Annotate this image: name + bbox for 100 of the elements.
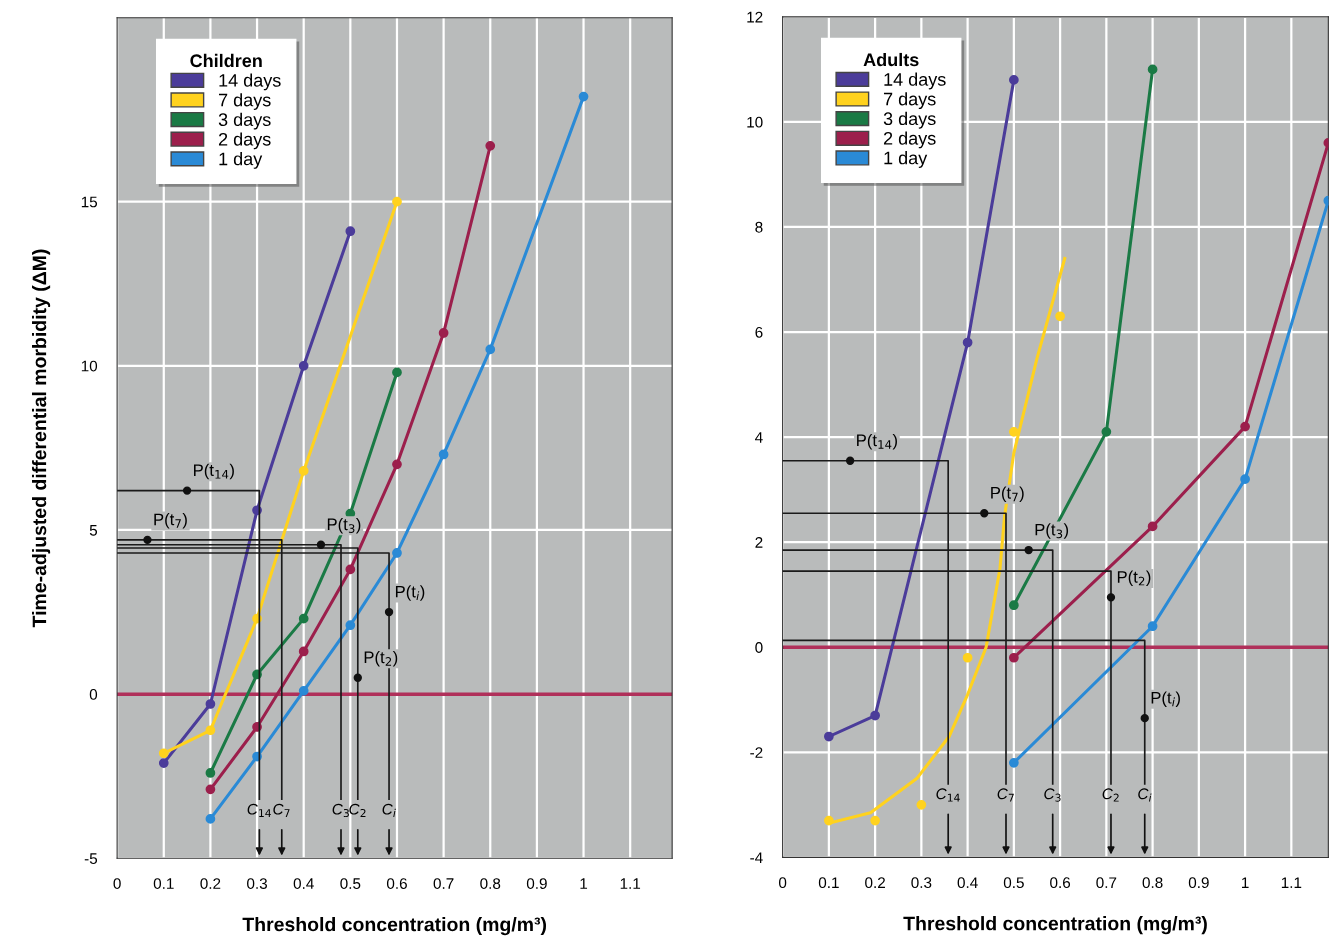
point: [962, 652, 973, 663]
x-tick-label: 0.2: [865, 877, 885, 889]
annotation: C$_{7}$: [273, 803, 290, 817]
point: [298, 466, 309, 476]
annotation: P(t$_{3}$): [1035, 523, 1069, 539]
point: [578, 91, 589, 102]
point: [345, 620, 356, 631]
x-tick-label: 1.1: [620, 878, 641, 889]
point: [485, 140, 496, 151]
x-tick-label: 1: [1242, 877, 1249, 888]
y-tick-label: -5: [84, 853, 98, 864]
annotation: P(t$_{i}$): [1151, 691, 1180, 707]
point: [1008, 652, 1019, 663]
y-tick-label: 0: [89, 689, 98, 700]
x-tick-label: 0.1: [818, 877, 839, 889]
point: [392, 367, 402, 378]
annotation: C$_{i}$: [1138, 788, 1152, 802]
y-tick-label: 5: [89, 525, 98, 536]
x-tick-label: 0.7: [433, 878, 454, 889]
annotation: P(t$_{7}$): [991, 486, 1024, 503]
x-tick-label: 0.1: [153, 878, 174, 889]
point: [1008, 600, 1019, 611]
point: [158, 758, 169, 768]
legend-label: 1 day: [884, 151, 928, 168]
point: [345, 564, 356, 575]
x-tick-label: 0.9: [526, 878, 547, 889]
x-tick-label: 0: [113, 878, 121, 889]
annotation: C$_{14}$: [936, 788, 960, 802]
annotation: C$_{2}$: [1102, 788, 1119, 802]
legend-label: 3 days: [883, 111, 936, 129]
point: [1147, 621, 1158, 632]
y-tick-label: 15: [81, 196, 98, 208]
point: [205, 784, 216, 795]
annotation: C$_{7}$: [997, 788, 1014, 802]
annotation: P(t$_{i}$): [395, 585, 425, 601]
y-tick-label: 10: [81, 360, 98, 372]
x-tick-label: 0.6: [1050, 877, 1071, 889]
annotation: P(t$_{2}$): [1117, 570, 1151, 587]
point: [1240, 474, 1250, 485]
point: [205, 768, 216, 778]
point: [298, 686, 309, 696]
point: [298, 646, 309, 657]
point: [1008, 75, 1019, 85]
legend-label: 2 days: [218, 132, 271, 150]
point: [1240, 421, 1250, 432]
y-tick-label: -4: [750, 852, 763, 863]
legend-label: 14 days: [219, 73, 281, 91]
x-tick-label: 1.1: [1281, 877, 1302, 888]
annotation: C$_{3}$: [332, 803, 349, 818]
annotation: P(t$_{14}$): [857, 433, 897, 450]
x-axis-title: Threshold concentration (mg/m³): [903, 916, 1207, 935]
point: [392, 459, 402, 470]
annotation: C$_{3}$: [1044, 788, 1061, 802]
annotation: P(t$_{14}$): [194, 463, 234, 480]
point: [824, 815, 834, 826]
x-tick-label: 0.9: [1188, 877, 1209, 889]
point: [438, 449, 449, 460]
legend-label: 14 days: [884, 72, 946, 90]
point: [962, 337, 973, 348]
legend-label: 1 day: [219, 152, 263, 169]
legend-label: 7 days: [883, 92, 936, 110]
x-tick-label: 0.4: [293, 878, 314, 889]
point: [205, 814, 216, 824]
point: [916, 799, 927, 810]
point: [870, 710, 880, 721]
annotation: P(t$_{7}$): [154, 513, 187, 529]
legend-label: 3 days: [218, 112, 271, 130]
point: [1008, 426, 1019, 437]
point: [205, 699, 216, 709]
point: [824, 731, 834, 742]
y-axis-title: Time-adjusted differential morbidity (ΔM): [32, 249, 51, 628]
point: [870, 815, 880, 826]
legend-title: Children: [190, 53, 262, 68]
point: [205, 725, 216, 736]
annotation: P(t$_{2}$): [364, 650, 398, 667]
x-tick-label: 0.3: [911, 877, 932, 889]
annotation: P(t$_{3}$): [327, 517, 361, 534]
legend-label: 2 days: [883, 131, 936, 149]
annotation: C$_{14}$: [247, 803, 271, 817]
point: [1008, 757, 1019, 768]
x-tick-label: 0.3: [247, 878, 267, 889]
x-tick-label: 0.5: [1003, 877, 1024, 889]
point: [1147, 521, 1158, 532]
point: [1101, 426, 1112, 437]
x-tick-label: 0.8: [480, 878, 501, 889]
y-tick-label: 0: [755, 642, 763, 653]
y-tick-label: 4: [755, 432, 763, 443]
x-tick-label: 0.4: [957, 877, 978, 889]
point: [345, 226, 356, 237]
point: [392, 548, 402, 558]
y-tick-label: 12: [747, 11, 763, 23]
point: [438, 328, 449, 338]
y-tick-label: 8: [755, 221, 763, 233]
x-tick-label: 1: [580, 878, 588, 889]
y-tick-label: 10: [747, 116, 763, 128]
x-tick-label: 0.7: [1096, 877, 1117, 889]
y-tick-label: 6: [755, 326, 763, 338]
y-tick-label: -2: [750, 747, 763, 758]
annotation: C$_{2}$: [349, 803, 366, 817]
legend-label: 7 days: [219, 93, 271, 110]
